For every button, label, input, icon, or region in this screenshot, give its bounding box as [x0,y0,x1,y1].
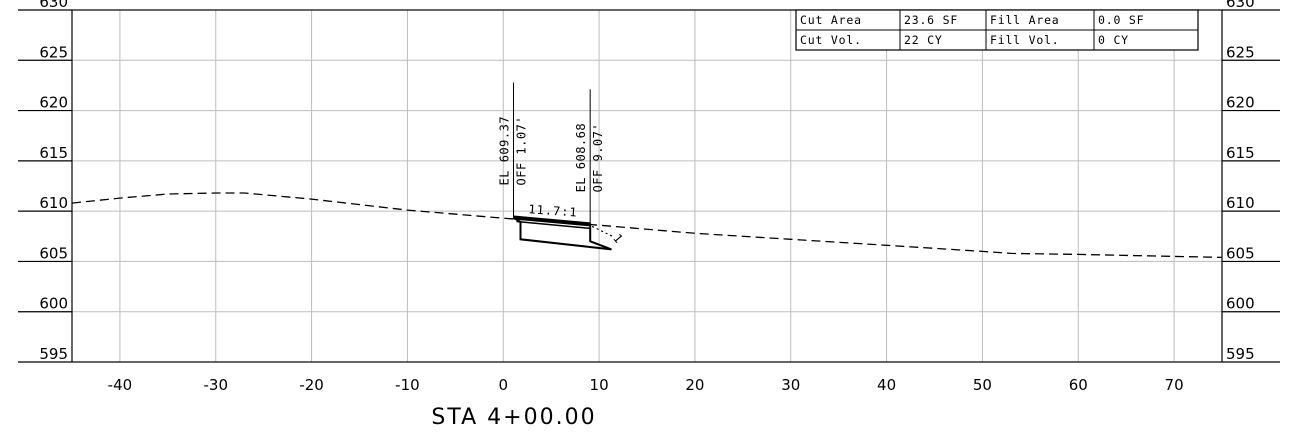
quantity-label: Cut Area [800,13,862,27]
annotation-offset: OFF 1.07' [515,116,529,186]
elevation-tick-label: 625 [39,43,68,61]
offset-tick-label: 30 [781,376,800,394]
offset-tick-label: 0 [498,376,508,394]
elevation-tick-label: 595 [1226,345,1255,363]
side-slope-label: 1 [610,231,626,246]
quantities-table: Cut Area 23.6 SF Fill Area 0.0 SF Cut Vol. 22… [795,9,1199,51]
offset-tick-label: 50 [973,376,992,394]
left-elevation-axis: 630 625 620 615 610 605 600 595 [18,0,72,363]
quantity-value: 0.0 SF [1098,13,1144,27]
design-top-surface [513,215,591,227]
elevation-tick-label: 600 [1226,295,1255,313]
plot-frame [71,9,1223,363]
elevation-tick-label: 600 [39,295,68,313]
elevation-tick-label: 620 [1226,94,1255,112]
quantity-label: Cut Vol. [800,33,862,47]
elevation-tick-label: 595 [39,345,68,363]
quantity-value: 22 CY [904,33,943,47]
quantity-value: 23.6 SF [904,13,958,27]
existing-ground-line [71,192,1223,259]
side-slope-indicator [591,225,615,238]
quantity-value: 0 CY [1098,33,1129,47]
elevation-tick-label: 630 [1226,0,1255,11]
grid [72,9,1222,363]
offset-axis: -40 -30 -20 -10 0 10 20 30 40 50 60 70 [108,376,1184,394]
annotation-offset: OFF 9.07' [591,123,605,193]
offset-tick-label: 70 [1165,376,1184,394]
existing-ground-profile [71,192,1223,259]
elevation-tick-label: 605 [1226,244,1255,262]
offset-tick-label: 60 [1069,376,1088,394]
quantity-label: Fill Vol. [990,33,1060,47]
elevation-tick-label: 625 [1226,43,1255,61]
plot-border [71,9,1223,363]
elevation-tick-label: 615 [1226,144,1255,162]
elevation-tick-label: 615 [39,144,68,162]
annotation-elevation: EL 609.37 [498,116,512,186]
elevation-tick-label: 620 [39,94,68,112]
annotation-elevation: EL 608.68 [574,123,588,193]
offset-tick-label: -10 [395,376,420,394]
offset-tick-label: 20 [685,376,704,394]
elevation-tick-label: 610 [1226,194,1255,212]
offset-tick-label: 40 [877,376,896,394]
offset-tick-label: -20 [299,376,324,394]
offset-tick-label: 10 [590,376,609,394]
cross-slope-label: 11.7:1 [528,202,578,219]
right-elevation-axis: 630 625 620 615 610 605 600 595 [1222,0,1280,363]
elevation-tick-label: 630 [39,0,68,11]
offset-tick-label: -30 [204,376,229,394]
offset-tick-label: -40 [108,376,133,394]
point-annotations: EL 609.37 OFF 1.07' EL 608.68 OFF 9.07' [498,82,605,225]
elevation-tick-label: 610 [39,194,68,212]
station-label: STA 4+00.00 [431,405,596,430]
quantity-label: Fill Area [990,13,1060,27]
design-base-course [516,220,591,230]
elevation-tick-label: 605 [39,244,68,262]
